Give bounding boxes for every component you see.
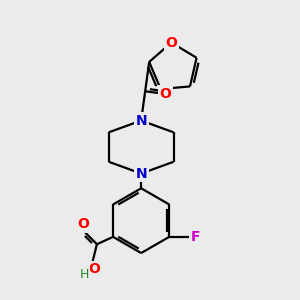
Text: H: H bbox=[80, 268, 89, 281]
Text: N: N bbox=[135, 114, 147, 128]
Text: N: N bbox=[135, 167, 147, 181]
Text: O: O bbox=[165, 36, 177, 50]
Text: F: F bbox=[191, 230, 200, 244]
Text: O: O bbox=[78, 218, 90, 232]
Text: O: O bbox=[88, 262, 100, 276]
Text: O: O bbox=[160, 87, 172, 101]
